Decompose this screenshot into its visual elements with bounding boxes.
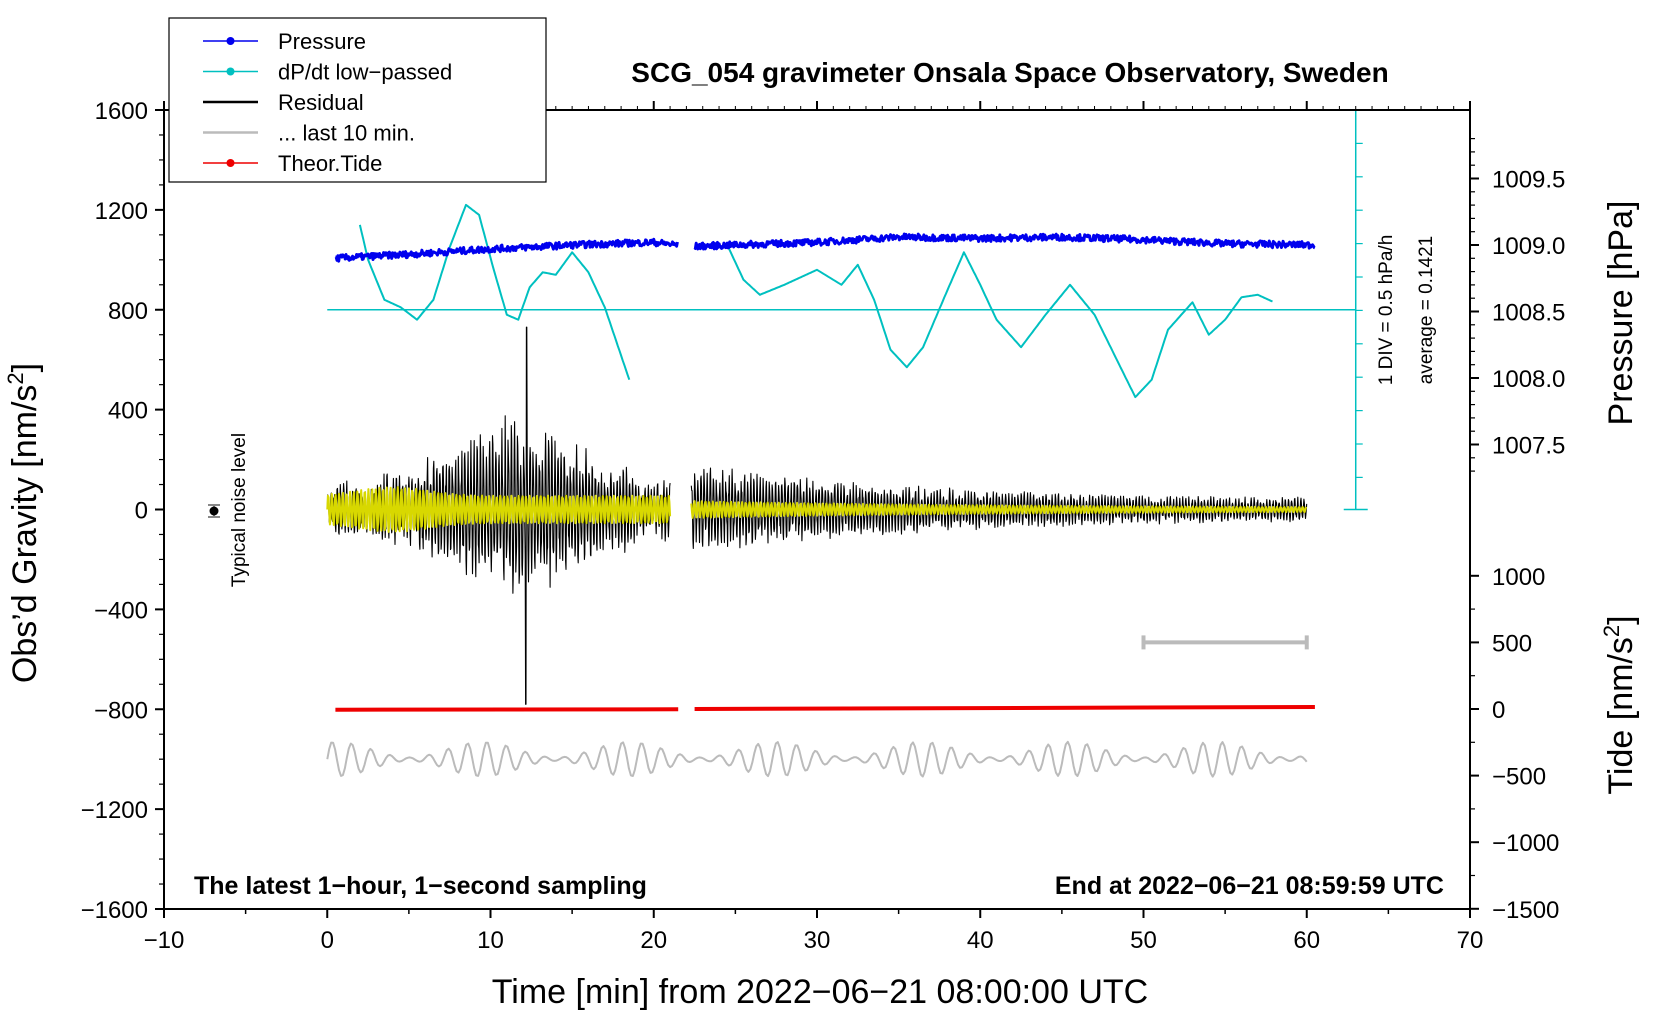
y-tick-label: 800 [108, 298, 148, 325]
residual-filtered-line [326, 486, 672, 533]
y-tick-label: −1200 [81, 797, 148, 824]
pressure-tick-label: 1008.0 [1492, 366, 1565, 393]
y-axis-label-gravity-sup: 2 [3, 372, 28, 384]
pressure-series-line [334, 237, 679, 263]
last10-series-line [326, 740, 1308, 778]
series-layer [326, 109, 1368, 778]
y-tick-label: 1200 [95, 198, 148, 225]
residual-series-line [690, 467, 1308, 550]
tide-series-line [694, 705, 1315, 711]
legend-label: dP/dt low−passed [278, 60, 452, 85]
tide-tick-label: −500 [1492, 764, 1546, 791]
tide-tick-label: 1000 [1492, 564, 1545, 591]
x-tick-label: 20 [640, 927, 667, 954]
y-tick-label: 1600 [95, 98, 148, 125]
legend-label: Theor.Tide [278, 151, 382, 176]
pressure-series-line [693, 232, 1316, 251]
pressure-scale-label: 1 DIV = 0.5 hPa/h [1376, 235, 1397, 386]
legend-marker [226, 159, 235, 167]
y-axis-label-gravity-text: Obs’d Gravity [nm/s [6, 385, 44, 684]
pressure-tick-label: 1009.5 [1492, 167, 1565, 194]
legend-marker [226, 67, 235, 76]
noise-level-marker [208, 504, 220, 518]
legend-label: Pressure [278, 29, 366, 54]
axes-layer: −10 0 10 20 30 40 50 60 70 1600 1200 800 400 0 −400 −80… [81, 98, 1566, 954]
legend-items: Pressure dP/dt low−passed Residual ... last… [203, 29, 452, 176]
pressure-tick-label: 1009.0 [1492, 233, 1565, 260]
chart-title: SCG_054 gravimeter Onsala Space Observat… [631, 57, 1388, 88]
residual-filtered-line [690, 500, 1308, 519]
x-tick-label: 30 [804, 927, 831, 954]
x-tick-label: 60 [1293, 927, 1320, 954]
y-axis-label-tide: Tide [nm/s2] [1599, 615, 1640, 794]
dpdt-series-line [358, 203, 631, 381]
legend: Pressure dP/dt low−passed Residual ... last… [168, 17, 547, 183]
y-tick-label: 0 [135, 498, 148, 525]
pressure-tick-label: 1008.5 [1492, 300, 1565, 327]
tide-tick-label: 0 [1492, 697, 1505, 724]
y-axis-label-pressure: Pressure [hPa] [1602, 201, 1640, 426]
average-label: average = 0.1421 [1416, 236, 1437, 384]
footer-left-label: The latest 1−hour, 1−second sampling [194, 872, 647, 900]
y-tick-label: 400 [108, 398, 148, 425]
y-axis-label-tide-text: Tide [nm/s [1602, 637, 1640, 794]
x-tick-label: 70 [1457, 927, 1484, 954]
tide-tick-label: −1000 [1492, 830, 1559, 857]
x-tick-label: 50 [1130, 927, 1157, 954]
noise-level-label: Typical noise level [229, 433, 250, 587]
y-tick-label: −800 [94, 697, 148, 724]
y-axis-label-gravity: Obs’d Gravity [nm/s2] [3, 363, 44, 683]
noise-dot [209, 506, 219, 516]
y-axis-label-tide-end: ] [1602, 615, 1640, 624]
y-axis-label-gravity-end: ] [6, 363, 44, 372]
x-axis-label: Time [min] from 2022−06−21 08:00:00 UTC [492, 973, 1148, 1011]
legend-marker [226, 37, 235, 45]
pressure-tick-label: 1007.5 [1492, 433, 1565, 460]
legend-box [168, 17, 547, 183]
y-tick-label: −400 [94, 597, 148, 624]
y-tick-label: −1600 [81, 897, 148, 924]
x-tick-label: 40 [967, 927, 994, 954]
y-axis-label-tide-sup: 2 [1599, 625, 1624, 637]
x-tick-label: −10 [144, 927, 185, 954]
tide-tick-label: 500 [1492, 630, 1532, 657]
tide-tick-label: −1500 [1492, 897, 1559, 924]
dpdt-series-line [726, 244, 1273, 399]
x-tick-label: 10 [477, 927, 504, 954]
legend-label: ... last 10 min. [278, 121, 415, 146]
x-tick-label: 0 [321, 927, 334, 954]
footer-right-label: End at 2022−06−21 08:59:59 UTC [1055, 872, 1444, 900]
legend-label: Residual [278, 90, 364, 115]
